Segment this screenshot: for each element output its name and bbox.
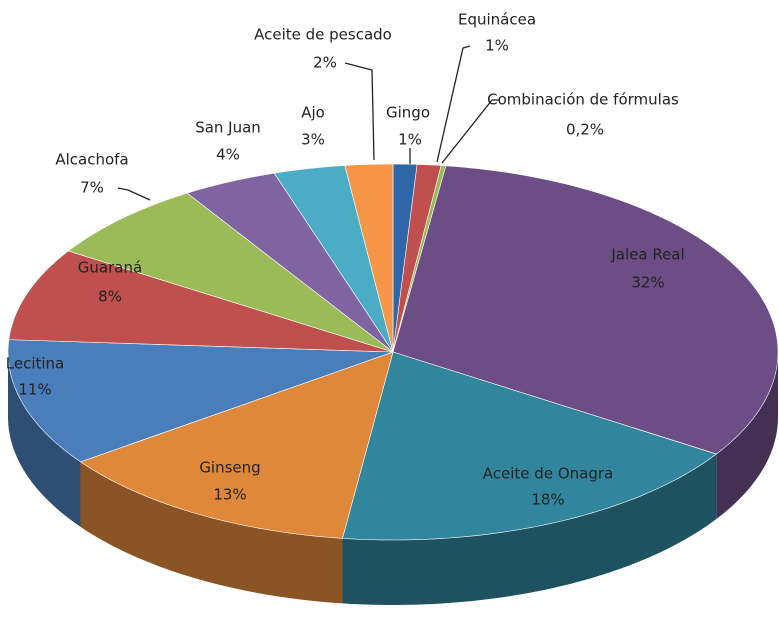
leader-line	[436, 45, 471, 163]
slice-label: Alcachofa	[55, 151, 128, 169]
slice-label: Ajo	[301, 104, 325, 122]
value-label: 3%	[301, 131, 325, 149]
slice-label: Lecitina	[6, 355, 64, 373]
leader-line	[117, 187, 151, 201]
slice	[342, 351, 717, 541]
leader-line	[441, 99, 500, 164]
leader-line	[344, 62, 375, 161]
leader-lines	[117, 45, 500, 201]
slice-label: Aceite de pescado	[254, 26, 392, 44]
slice	[7, 339, 394, 463]
slice-side	[716, 352, 778, 520]
slice-side	[8, 352, 81, 527]
value-label: 13%	[213, 486, 246, 504]
value-label: 7%	[80, 179, 104, 197]
slice-label: Gingo	[386, 104, 430, 122]
slice	[186, 172, 394, 353]
slice-label: Ginseng	[199, 459, 260, 477]
slice	[67, 192, 394, 353]
slice-label: Jalea Real	[610, 246, 684, 264]
slice	[79, 351, 394, 539]
value-label: 0,2%	[566, 121, 604, 139]
slice-side	[342, 454, 717, 605]
slice-side	[80, 461, 343, 604]
slice	[392, 165, 779, 455]
value-label: 1%	[485, 37, 509, 55]
value-label: 4%	[216, 146, 240, 164]
value-label: 18%	[531, 491, 564, 509]
value-label: 1%	[398, 131, 422, 149]
value-label: 32%	[631, 274, 664, 292]
slice-label: Aceite de Onagra	[483, 465, 613, 483]
value-label: 8%	[98, 288, 122, 306]
slice	[8, 250, 394, 353]
slice-label: Combinación de fórmulas	[487, 91, 679, 109]
slice	[273, 165, 394, 353]
slice-label: Guaraná	[78, 259, 142, 277]
slice-label: Equinácea	[458, 11, 536, 29]
slice	[344, 163, 394, 353]
slice-label: San Juan	[195, 119, 261, 137]
value-label: 2%	[313, 54, 337, 72]
value-label: 11%	[18, 381, 51, 399]
